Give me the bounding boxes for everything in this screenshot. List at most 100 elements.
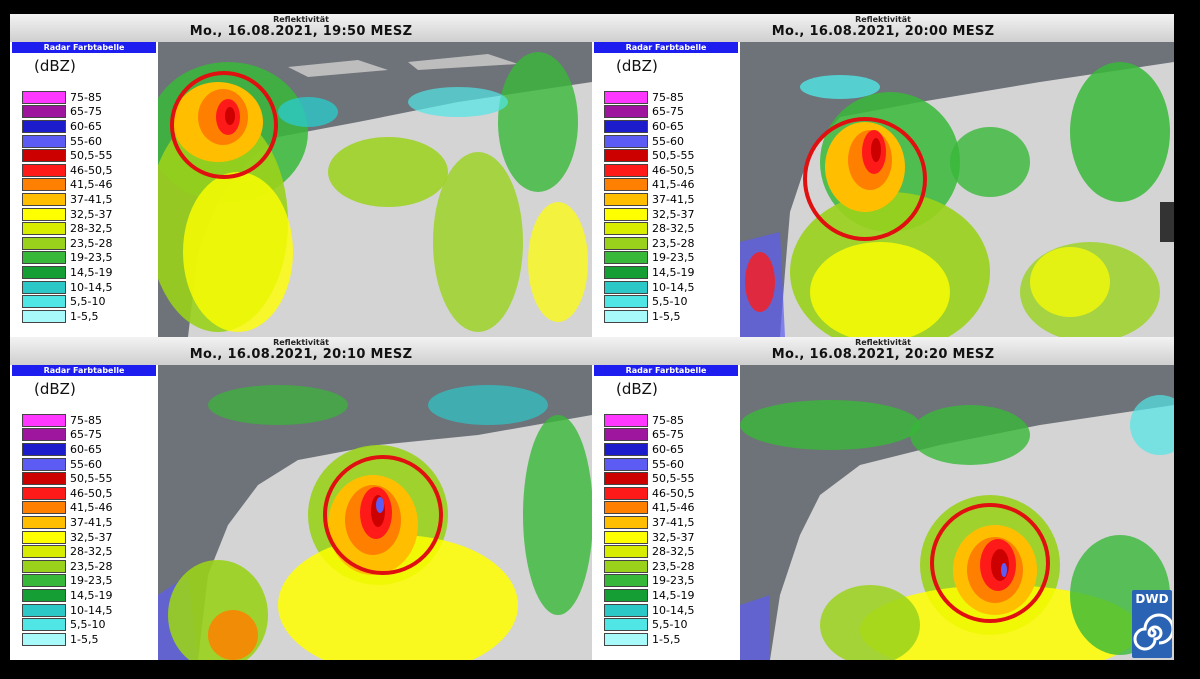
legend-label: 5,5-10 (652, 618, 688, 632)
legend-swatch (22, 105, 66, 119)
legend-label: 23,5-28 (652, 559, 695, 573)
legend-swatch (604, 265, 648, 279)
legend-label: 65-75 (70, 105, 102, 119)
legend-swatch (22, 603, 66, 617)
radar-panel-2010: Reflektivität Mo., 16.08.2021, 20:10 MES… (10, 337, 592, 660)
legend-row: 5,5-10 (22, 294, 112, 309)
panel-header: Reflektivität Mo., 16.08.2021, 19:50 MES… (10, 14, 592, 42)
legend-label: 10-14,5 (70, 280, 113, 294)
legend-label: 46-50,5 (652, 486, 695, 500)
legend-label: 75-85 (652, 413, 684, 427)
legend-label: 55-60 (70, 134, 102, 148)
legend-row: 75-85 (604, 413, 694, 428)
legend-header: Radar Farbtabelle (594, 42, 738, 53)
legend-swatch (604, 530, 648, 544)
legend-row: 23,5-28 (22, 236, 112, 251)
legend-swatch (604, 588, 648, 602)
precip-echoes (168, 385, 592, 660)
legend-swatch (22, 559, 66, 573)
legend-label: 5,5-10 (70, 295, 106, 309)
legend-row: 75-85 (604, 90, 694, 105)
legend-row: 32,5-37 (604, 207, 694, 222)
legend-swatch (22, 574, 66, 588)
legend-label: 41,5-46 (652, 178, 695, 192)
legend-swatch (22, 119, 66, 133)
legend-row: 28-32,5 (604, 544, 694, 559)
legend-row: 19-23,5 (604, 251, 694, 266)
radar-legend: Radar Farbtabelle (dBZ) 75-85 65-75 60-65 5… (10, 365, 158, 660)
legend-label: 19-23,5 (652, 251, 695, 265)
legend-label: 37-41,5 (652, 515, 695, 529)
legend-label: 23,5-28 (70, 559, 113, 573)
legend-label: 32,5-37 (70, 207, 113, 221)
legend-row: 23,5-28 (604, 559, 694, 574)
legend-row: 5,5-10 (604, 294, 694, 309)
legend-swatch (22, 457, 66, 471)
legend-row: 60-65 (22, 442, 112, 457)
legend-swatch (604, 134, 648, 148)
legend-swatch (22, 501, 66, 515)
legend-row: 10-14,5 (22, 603, 112, 618)
radar-map (740, 365, 1174, 660)
legend-label: 19-23,5 (70, 574, 113, 588)
legend-swatch (22, 413, 66, 427)
legend-row: 37-41,5 (22, 515, 112, 530)
legend-label: 32,5-37 (652, 530, 695, 544)
legend-label: 60-65 (652, 442, 684, 456)
legend-label: 1-5,5 (70, 309, 99, 323)
legend-label: 50,5-55 (652, 472, 695, 486)
legend-row: 55-60 (604, 457, 694, 472)
legend-swatch (22, 222, 66, 236)
legend-row: 75-85 (22, 90, 112, 105)
legend-rows: 75-85 65-75 60-65 55-60 50,5-55 46-50,5 41,5-4… (22, 413, 112, 647)
legend-label: 1-5,5 (652, 309, 681, 323)
legend-swatch (604, 295, 648, 309)
legend-row: 14,5-19 (22, 588, 112, 603)
sea-area (158, 365, 592, 660)
legend-row: 41,5-46 (604, 178, 694, 193)
panel-subtitle: Reflektivität (855, 338, 911, 347)
storm-highlight-circle (170, 71, 278, 179)
legend-header: Radar Farbtabelle (12, 42, 156, 53)
legend-swatch (604, 207, 648, 221)
legend-label: 10-14,5 (652, 603, 695, 617)
panel-subtitle: Reflektivität (273, 15, 329, 24)
legend-row: 10-14,5 (604, 603, 694, 618)
legend-row: 1-5,5 (604, 632, 694, 647)
legend-swatch (22, 134, 66, 148)
legend-label: 37-41,5 (70, 192, 113, 206)
legend-swatch (604, 105, 648, 119)
storm-highlight-circle (323, 455, 443, 575)
legend-label: 46-50,5 (652, 163, 695, 177)
legend-label: 32,5-37 (652, 207, 695, 221)
legend-label: 28-32,5 (70, 545, 113, 559)
legend-row: 14,5-19 (604, 265, 694, 280)
legend-unit: (dBZ) (34, 380, 76, 398)
legend-swatch (604, 472, 648, 486)
legend-label: 23,5-28 (652, 236, 695, 250)
legend-swatch (604, 178, 648, 192)
legend-row: 5,5-10 (604, 617, 694, 632)
legend-row: 60-65 (604, 442, 694, 457)
legend-label: 28-32,5 (652, 222, 695, 236)
panel-subtitle: Reflektivität (273, 338, 329, 347)
legend-label: 50,5-55 (70, 472, 113, 486)
legend-row: 1-5,5 (22, 632, 112, 647)
legend-label: 28-32,5 (652, 545, 695, 559)
radar-composite-frame: Reflektivität Mo., 16.08.2021, 19:50 MES… (10, 14, 1174, 660)
legend-swatch (604, 428, 648, 442)
legend-rows: 75-85 65-75 60-65 55-60 50,5-55 46-50,5 41,5-4… (22, 90, 112, 324)
legend-label: 14,5-19 (70, 588, 113, 602)
legend-label: 14,5-19 (652, 265, 695, 279)
legend-row: 14,5-19 (22, 265, 112, 280)
legend-row: 28-32,5 (22, 544, 112, 559)
radar-legend: Radar Farbtabelle (dBZ) 75-85 65-75 60-65 5… (592, 365, 740, 660)
legend-row: 65-75 (604, 105, 694, 120)
legend-row: 19-23,5 (22, 574, 112, 589)
legend-label: 60-65 (652, 119, 684, 133)
legend-unit: (dBZ) (34, 57, 76, 75)
legend-label: 37-41,5 (70, 515, 113, 529)
legend-unit: (dBZ) (616, 57, 658, 75)
legend-swatch (22, 530, 66, 544)
legend-row: 19-23,5 (604, 574, 694, 589)
